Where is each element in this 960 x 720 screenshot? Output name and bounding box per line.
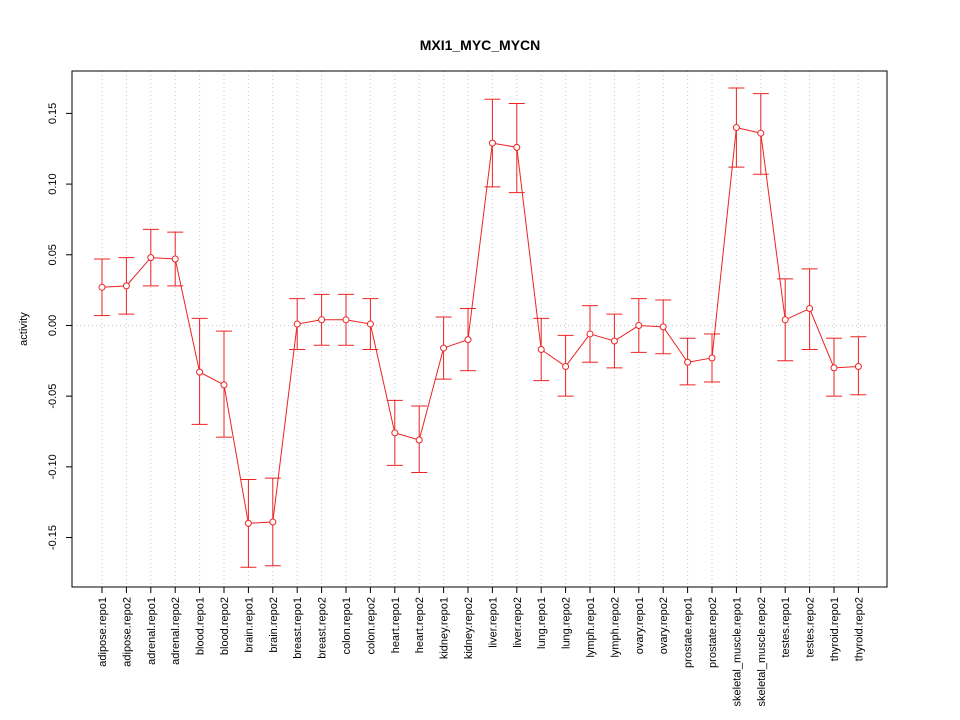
- data-point: [732, 124, 740, 132]
- data-point: [610, 337, 618, 345]
- x-tick-label: adipose.repo2: [121, 597, 133, 667]
- x-tick-label: colon.repo1: [341, 597, 353, 655]
- data-point: [684, 358, 692, 366]
- x-tick-label: thyroid.repo1: [829, 597, 841, 661]
- x-tick-label: kidney.repo1: [439, 597, 451, 659]
- data-point: [830, 364, 838, 372]
- x-tick-label: testes.repo2: [805, 597, 817, 658]
- x-tick-label: lung.repo2: [561, 597, 573, 649]
- data-point: [122, 282, 130, 290]
- series: [94, 87, 867, 568]
- x-tick-label: colon.repo2: [365, 597, 377, 655]
- x-tick-label: breast.repo1: [292, 597, 304, 659]
- data-point: [854, 362, 862, 370]
- x-tick-label: adipose.repo1: [97, 597, 109, 667]
- data-point: [196, 368, 204, 376]
- data-point: [244, 519, 252, 527]
- x-tick-label: kidney.repo2: [463, 597, 475, 659]
- data-point: [171, 255, 179, 263]
- data-point: [220, 381, 228, 389]
- data-point: [806, 305, 814, 313]
- x-tick-label: brain.repo1: [243, 597, 255, 653]
- x-axis: adipose.repo1 adipose.repo2 adrenal.repo1 a…: [97, 586, 865, 706]
- data-point: [488, 139, 496, 147]
- data-point: [318, 316, 326, 324]
- data-point: [635, 321, 643, 329]
- x-tick-label: lymph.repo2: [609, 597, 621, 658]
- x-tick-label: ovary.repo1: [634, 597, 646, 654]
- data-point: [708, 354, 716, 362]
- y-tick-label: 0.10: [47, 173, 59, 194]
- data-point: [757, 129, 765, 137]
- series-line: [101, 126, 859, 524]
- data-point: [391, 429, 399, 437]
- x-tick-label: prostate.repo2: [707, 597, 719, 668]
- data-point: [366, 320, 374, 328]
- y-tick-label: -0.10: [47, 454, 59, 479]
- data-point: [342, 316, 350, 324]
- x-tick-label: lung.repo1: [536, 597, 548, 649]
- data-point: [440, 344, 448, 352]
- data-point: [537, 345, 545, 353]
- data-point: [586, 330, 594, 338]
- x-tick-label: prostate.repo1: [683, 597, 695, 668]
- data-point: [659, 323, 667, 331]
- y-tick-label: 0.00: [47, 315, 59, 336]
- x-tick-label: skeletal_muscle.repo1: [731, 597, 743, 706]
- x-tick-label: brain.repo2: [268, 597, 280, 653]
- y-tick-label: 0.15: [47, 103, 59, 124]
- data-point: [269, 518, 277, 526]
- x-tick-label: adrenal.repo2: [170, 597, 182, 665]
- x-tick-label: lymph.repo1: [585, 597, 597, 658]
- grid: [72, 71, 887, 587]
- y-tick-label: 0.05: [47, 244, 59, 265]
- x-tick-label: liver.repo1: [487, 597, 499, 648]
- y-tick-label: -0.15: [47, 525, 59, 550]
- data-point: [781, 316, 789, 324]
- plot-frame: [71, 70, 888, 588]
- x-tick-label: liver.repo2: [512, 597, 524, 648]
- y-axis: -0.15 -0.10 -0.05 0.00 0.05 0.10 0.15: [47, 103, 73, 550]
- data-point: [147, 254, 155, 262]
- data-point: [464, 336, 472, 344]
- x-tick-label: adrenal.repo1: [146, 597, 158, 665]
- data-point: [562, 362, 570, 370]
- x-tick-label: blood.repo2: [219, 597, 231, 655]
- data-point: [293, 320, 301, 328]
- x-tick-label: thyroid.repo2: [853, 597, 865, 661]
- y-axis-label: activity: [18, 312, 30, 346]
- data-point: [98, 283, 106, 291]
- chart-title: MXI1_MYC_MYCN: [420, 37, 541, 53]
- data-point: [513, 143, 521, 151]
- x-tick-label: skeletal_muscle.repo2: [756, 597, 768, 706]
- x-tick-label: blood.repo1: [195, 597, 207, 655]
- x-tick-label: heart.repo1: [390, 597, 402, 653]
- data-point: [415, 436, 423, 444]
- x-tick-label: breast.repo2: [317, 597, 329, 659]
- x-tick-label: testes.repo1: [780, 597, 792, 658]
- x-tick-label: heart.repo2: [414, 597, 426, 653]
- y-tick-label: -0.05: [47, 384, 59, 409]
- x-tick-label: ovary.repo2: [658, 597, 670, 654]
